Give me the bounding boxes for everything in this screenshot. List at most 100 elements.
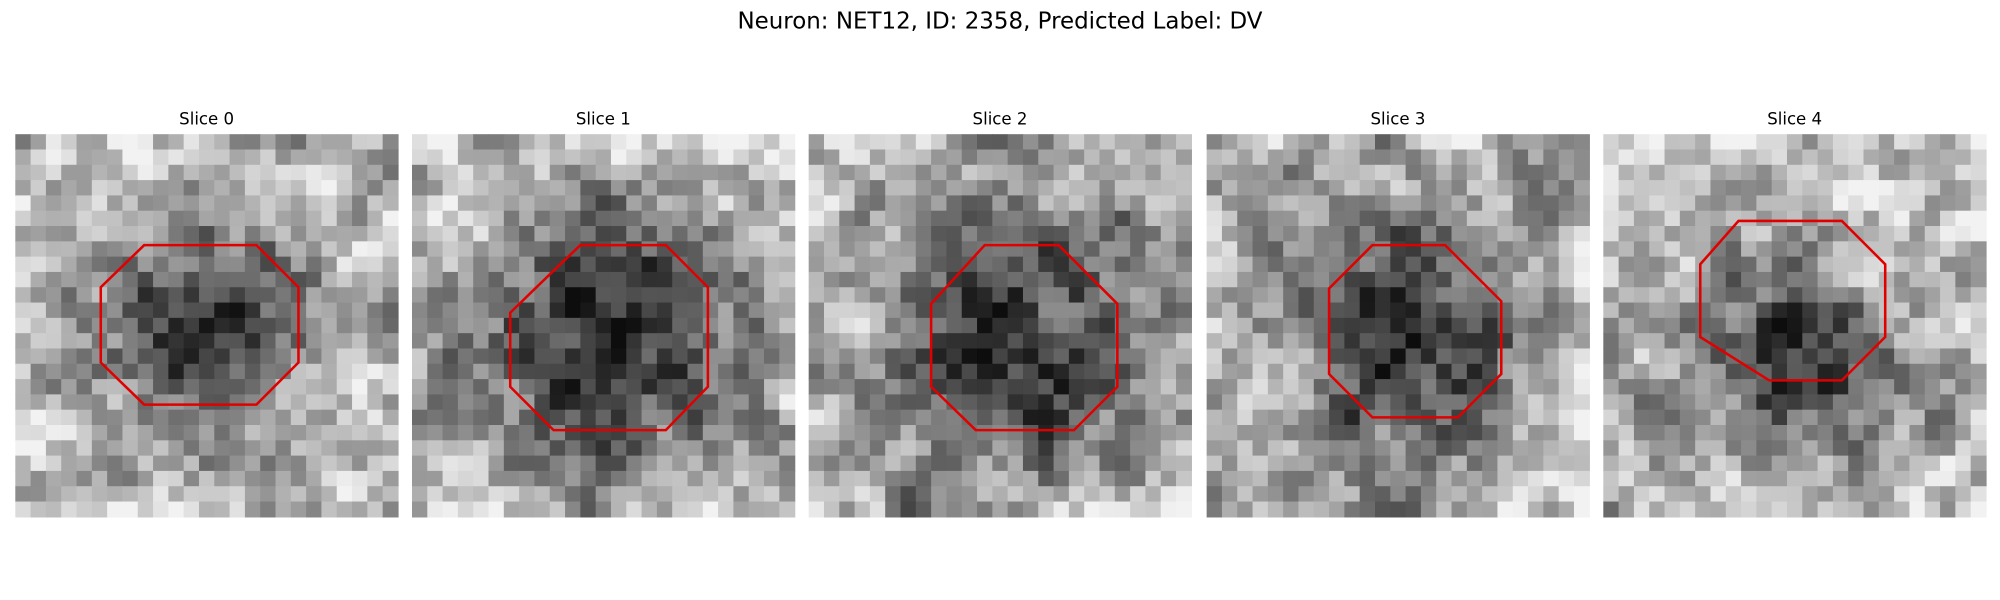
pixel [229, 149, 246, 166]
pixel [1802, 409, 1819, 426]
pixel [1725, 333, 1742, 350]
pixel [1940, 379, 1956, 396]
pixel [702, 333, 719, 350]
pixel [1894, 486, 1911, 503]
pixel [1359, 226, 1376, 242]
pixel [1237, 226, 1254, 242]
pixel [1252, 440, 1269, 457]
pixel [779, 501, 796, 518]
pixel [1466, 486, 1483, 503]
pixel [260, 425, 277, 441]
pixel [580, 394, 597, 411]
pixel [1512, 425, 1529, 441]
pixel [931, 348, 948, 365]
pixel [687, 333, 704, 350]
pixel [1894, 195, 1911, 212]
pixel [823, 379, 840, 396]
pixel [1344, 470, 1361, 487]
pixel [915, 455, 932, 472]
pixel [1099, 425, 1116, 441]
pixel [854, 501, 871, 518]
pixel [1038, 195, 1055, 212]
pixel [473, 241, 490, 258]
pixel [1068, 164, 1085, 181]
pixel [915, 317, 932, 334]
pixel [1405, 226, 1422, 242]
pixel [626, 241, 643, 258]
pixel [1084, 180, 1101, 197]
pixel [823, 440, 840, 457]
pixel [229, 333, 246, 350]
pixel [1741, 470, 1758, 487]
pixel [1176, 241, 1192, 258]
pixel [1664, 271, 1681, 288]
pixel [1221, 501, 1238, 518]
pixel [854, 180, 871, 197]
pixel [1466, 379, 1483, 396]
pixel [1298, 455, 1315, 472]
pixel [1603, 455, 1620, 472]
pixel [1267, 379, 1284, 396]
pixel [1528, 149, 1545, 166]
pixel [779, 486, 796, 503]
pixel [488, 455, 505, 472]
pixel [427, 210, 444, 227]
pixel [1878, 333, 1895, 350]
pixel [915, 195, 932, 212]
pixel [168, 470, 185, 487]
pixel [1664, 317, 1681, 334]
pixel [229, 210, 246, 227]
pixel [702, 195, 719, 212]
pixel [1924, 363, 1941, 380]
pixel [610, 501, 627, 518]
pixel [1390, 348, 1407, 365]
pixel [718, 470, 735, 487]
pixel [1771, 501, 1788, 518]
pixel [733, 486, 750, 503]
pixel [229, 379, 246, 396]
pixel [457, 379, 474, 396]
pixel [992, 302, 1009, 319]
pixel [977, 287, 993, 304]
pixel [1375, 333, 1391, 350]
pixel [672, 180, 689, 197]
pixel [290, 149, 307, 166]
pixel [457, 470, 474, 487]
pixel [1145, 302, 1162, 319]
pixel [153, 501, 170, 518]
pixel [260, 501, 277, 518]
pixel [1375, 501, 1391, 518]
pixel [900, 134, 917, 151]
pixel [1482, 348, 1499, 365]
pixel [1512, 363, 1529, 380]
pixel [122, 149, 139, 166]
pixel [1451, 241, 1468, 258]
pixel [1543, 486, 1560, 503]
pixel [1084, 226, 1101, 242]
pixel [718, 363, 735, 380]
pixel [137, 363, 154, 380]
pixel [1160, 425, 1177, 441]
pixel [30, 348, 47, 365]
pixel [45, 149, 62, 166]
pixel [1649, 363, 1666, 380]
pixel [869, 164, 886, 181]
pixel [595, 379, 612, 396]
pixel [1405, 149, 1422, 166]
pixel [1237, 134, 1254, 151]
pixel [702, 501, 719, 518]
pixel [1848, 394, 1865, 411]
pixel [1344, 317, 1361, 334]
pixel [457, 440, 474, 457]
pixel [382, 440, 399, 457]
pixel [1817, 425, 1834, 441]
pixel [1802, 180, 1819, 197]
pixel [1038, 455, 1055, 472]
pixel [1924, 455, 1941, 472]
pixel [900, 226, 917, 242]
pixel [1267, 241, 1284, 258]
pixel [30, 394, 47, 411]
pixel [1130, 409, 1147, 426]
pixel [1130, 302, 1147, 319]
pixel [45, 348, 62, 365]
